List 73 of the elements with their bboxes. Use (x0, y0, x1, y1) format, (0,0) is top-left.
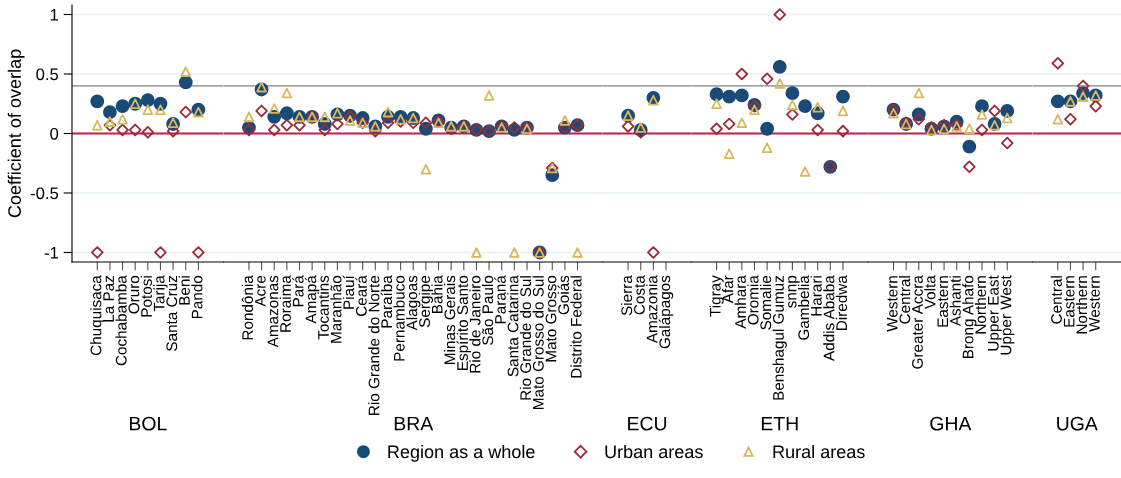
x-tick-label: Harari (810, 276, 822, 316)
x-tick-label: Mato Grosso (545, 275, 557, 362)
x-tick-label: Rio Grande do Sul (519, 276, 532, 400)
x-tick-label: Greater Accra (912, 275, 923, 369)
x-tick-label: Oruro (128, 275, 140, 314)
x-tick-label: Addis Ababa (823, 275, 835, 361)
x-tick-label: Amazonas (267, 275, 279, 348)
x-tick-label: Santa Cruz (166, 275, 178, 351)
x-tick-label: Goiás (557, 275, 569, 315)
x-tick-label: Pará (292, 275, 304, 307)
legend-label: Urban areas (605, 444, 703, 459)
x-tick-label: Distrito Federal (570, 276, 582, 378)
y-tick-label: 0 (50, 127, 59, 140)
y-axis-title: Coefficient of overlap (7, 49, 25, 218)
x-tick-label: Paraná (494, 275, 506, 324)
x-tick-label: Piauí (342, 275, 355, 309)
x-axis-title: ETH (761, 416, 798, 431)
x-tick-label: Beni (178, 276, 190, 305)
legend-label: Region as a whole (388, 444, 535, 462)
x-tick-label: Ceará (355, 275, 367, 317)
y-tick-label: 0.5 (36, 68, 59, 81)
x-tick-label: Rio de Janeiro (469, 275, 481, 373)
x-axis-title: BRA (394, 416, 434, 431)
x-tick-label: Galápagos (658, 275, 674, 349)
x-tick-label: Tarija (153, 275, 168, 312)
x-tick-label: Tigray (709, 275, 724, 317)
x-tick-label: Costa (634, 275, 645, 315)
x-tick-label: Northern (1075, 276, 1088, 334)
x-tick-label: Chuquisaca (90, 275, 105, 356)
x-tick-label: Acre (255, 275, 266, 307)
x-tick-label: Bahia (431, 275, 443, 314)
legend-label: Rural areas (773, 444, 865, 459)
x-tick-label: Sierra (620, 275, 633, 316)
x-tick-label: São Paulo (481, 275, 494, 345)
x-tick-label: Mato Grosso do Sul (532, 276, 544, 409)
x-tick-label: Somalie (760, 275, 772, 330)
x-tick-label: Cochabamba (115, 275, 127, 366)
y-tick-label: 1 (50, 9, 58, 21)
x-axis-title: GHA (930, 416, 972, 431)
x-tick-label: Northern (974, 276, 987, 334)
x-tick-label: Paraíba (380, 275, 393, 328)
y-tick-label: -0.5 (30, 187, 59, 200)
x-tick-label: Amazonia (646, 275, 658, 344)
x-tick-label: La Paz (103, 275, 115, 322)
x-axis-title: BOL (129, 416, 167, 431)
x-axis-title: UGA (1057, 416, 1098, 431)
x-tick-label: Amhara (734, 275, 746, 329)
x-tick-label: Afar (722, 275, 734, 304)
x-tick-label: Central (1050, 276, 1062, 324)
x-tick-label: Central (899, 276, 911, 324)
x-tick-label: Oromia (747, 275, 759, 325)
x-tick-label: Santa Catarina (507, 275, 519, 377)
x-tick-label: Minas Gerais (444, 275, 456, 364)
x-tick-label: Potosi (140, 276, 152, 317)
x-axis-title: ECU (628, 416, 667, 431)
x-tick-label: Maranhão (330, 275, 342, 343)
x-tick-label: snnp (788, 275, 800, 308)
x-tick-label: Volta (924, 275, 936, 310)
x-tick-label: Roraima (279, 275, 291, 332)
x-tick-label: Ashanti (949, 276, 961, 327)
x-tick-label: Rio Grande do Norte (368, 275, 380, 415)
x-tick-label: Pernambuco (393, 275, 405, 361)
x-tick-label: Eastern (937, 276, 949, 327)
x-tick-label: Benshagul Gumuz (772, 275, 787, 400)
x-tick-label: Pando (191, 275, 203, 319)
x-tick-label: Eastern (1063, 276, 1075, 327)
x-tick-label: Gambelia (797, 275, 810, 340)
x-tick-label: Diredwa (835, 275, 848, 330)
x-tick-label: Upper West (1000, 275, 1015, 355)
x-tick-label: Western (1089, 276, 1100, 332)
x-tick-label: Western (886, 276, 898, 332)
x-tick-label: Rondônia (241, 275, 254, 340)
y-tick-label: -1 (44, 247, 58, 259)
